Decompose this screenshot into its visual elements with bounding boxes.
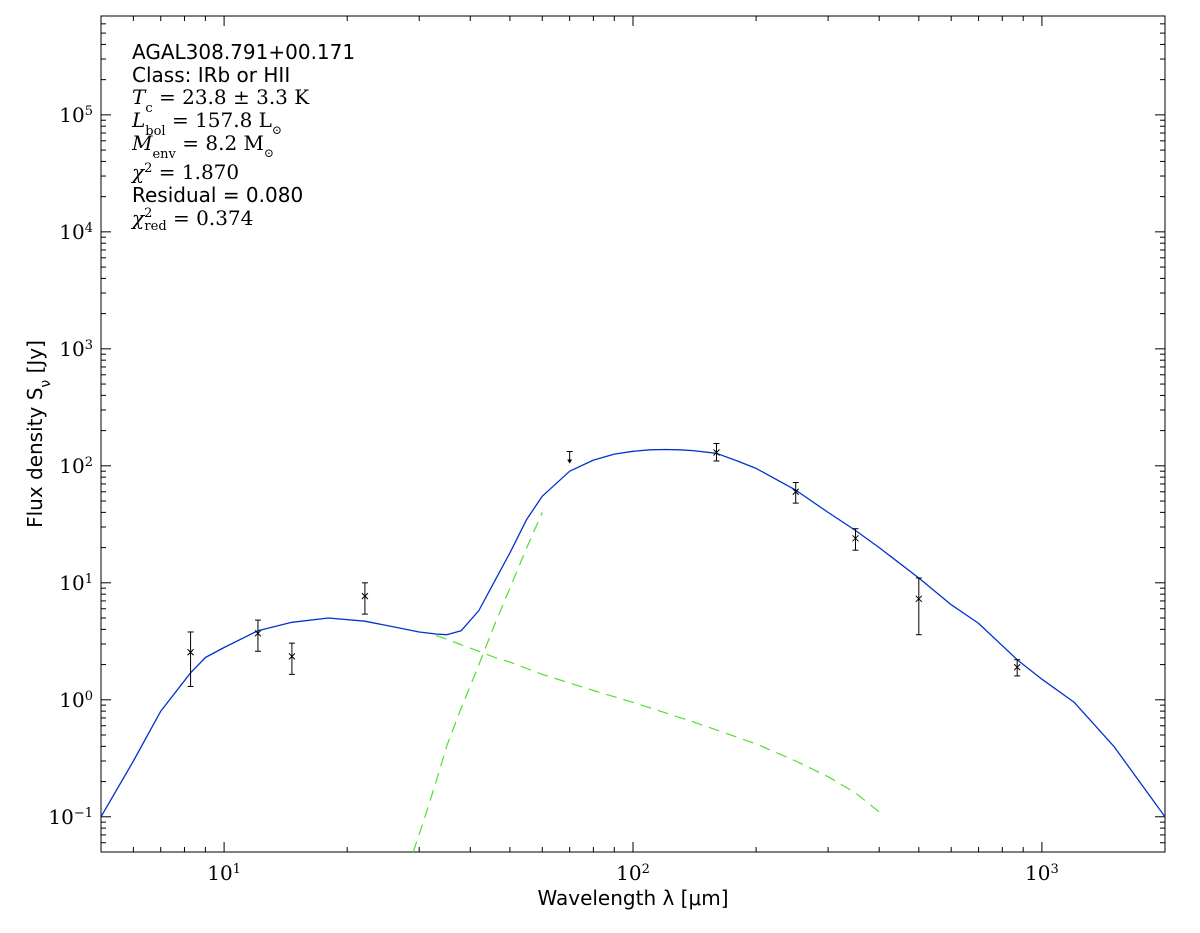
x-axis-ticks: 101 102 103 bbox=[100, 16, 1166, 885]
marker-x bbox=[288, 653, 296, 660]
y-axis-label-group: Flux density Sν [Jy] bbox=[23, 340, 54, 528]
annotation-class: Class: IRb or HII bbox=[132, 63, 290, 87]
component-dashed-line bbox=[435, 634, 880, 813]
upper-limit-marker bbox=[566, 450, 573, 464]
data-point bbox=[915, 577, 923, 636]
marker-x bbox=[361, 592, 369, 600]
y-axis-label: Flux density S bbox=[23, 388, 47, 528]
y-axis-label-unit: [Jy] bbox=[23, 340, 47, 380]
y-tick-label: 10−1 bbox=[48, 805, 93, 829]
annotation-block: AGAL308.791+00.171 Class: IRb or HII Tc … bbox=[130, 40, 355, 234]
marker-x bbox=[713, 449, 720, 456]
annotation-menv: Menv = 8.2 M⊙ bbox=[131, 131, 274, 162]
data-point bbox=[1013, 659, 1021, 677]
data-point bbox=[792, 482, 800, 504]
annotation-source: AGAL308.791+00.171 bbox=[132, 40, 355, 64]
y-tick-label: 101 bbox=[59, 571, 93, 595]
x-tick-label: 103 bbox=[1025, 861, 1059, 885]
annotation-residual: Residual = 0.080 bbox=[132, 183, 303, 207]
series-layer bbox=[101, 448, 1165, 852]
total-fit-line bbox=[101, 448, 1165, 818]
annotation-tc: Tc = 23.8 ± 3.3 K bbox=[132, 85, 310, 116]
data-point bbox=[713, 443, 720, 462]
marker-x bbox=[915, 595, 923, 603]
y-tick-label: 105 bbox=[59, 103, 93, 127]
upper-limit-arrow bbox=[567, 459, 573, 464]
x-tick-label: 101 bbox=[207, 861, 241, 885]
marker-x bbox=[187, 648, 194, 656]
component-dashed-line bbox=[412, 512, 543, 852]
annotation-chi2: χ2 = 1.870 bbox=[130, 160, 239, 184]
marker-x bbox=[254, 629, 262, 637]
marker-x bbox=[792, 488, 800, 496]
x-tick-label: 102 bbox=[616, 861, 650, 885]
data-point bbox=[187, 631, 194, 687]
data-point bbox=[254, 619, 262, 652]
data-point bbox=[852, 528, 859, 551]
y-tick-label: 102 bbox=[59, 454, 93, 478]
y-tick-label: 104 bbox=[59, 220, 93, 244]
annotation-chi2red: χ2 red = 0.374 bbox=[130, 206, 253, 234]
y-axis-ticks: 10−1 100 101 102 103 104 105 bbox=[48, 15, 1165, 853]
y-tick-label: 103 bbox=[59, 337, 93, 361]
y-axis-label-sub: ν bbox=[38, 380, 54, 388]
y-tick-label: 100 bbox=[59, 688, 93, 712]
marker-x bbox=[852, 534, 859, 542]
svg-text:Flux density Sν [Jy]: Flux density Sν [Jy] bbox=[23, 340, 54, 528]
annotation-lbol: Lbol = 157.8 L⊙ bbox=[131, 108, 282, 139]
marker-x bbox=[1013, 663, 1021, 671]
data-points-layer bbox=[187, 443, 1021, 687]
data-point bbox=[288, 642, 296, 675]
data-point bbox=[361, 582, 369, 615]
x-axis-label: Wavelength λ [μm] bbox=[537, 886, 728, 910]
